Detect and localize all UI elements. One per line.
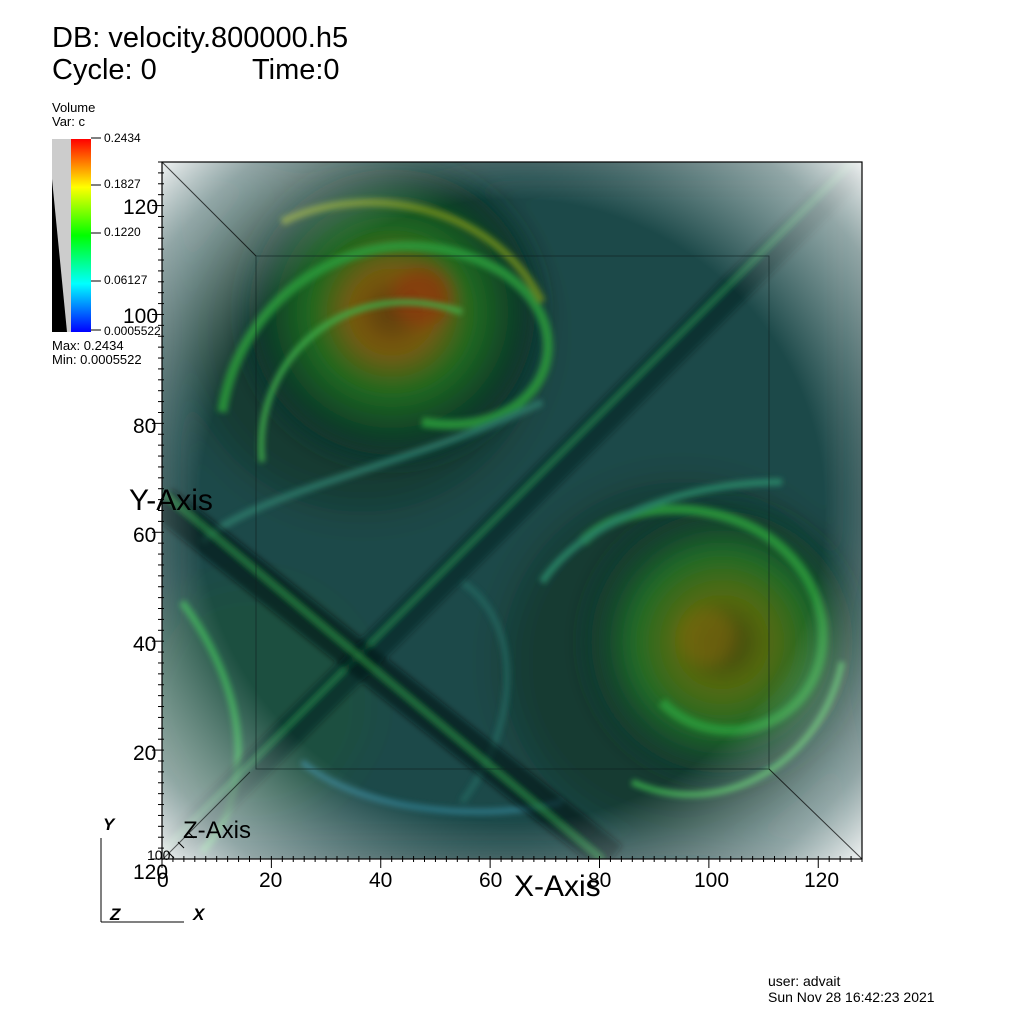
triad-x-label: X xyxy=(193,905,205,924)
legend-tick: 0.06127 xyxy=(104,273,148,287)
legend-tick: 0.1220 xyxy=(104,225,141,239)
legend-tick-marks xyxy=(91,137,101,331)
legend-plot-type: Volume xyxy=(52,100,96,115)
timestamp-label: Sun Nov 28 16:42:23 2021 xyxy=(768,989,935,1005)
y-tick-label: 60 xyxy=(133,524,157,547)
axis-triad xyxy=(100,838,184,923)
y-tick-label: 120 xyxy=(123,196,159,219)
y-tick-label: 100 xyxy=(123,305,159,328)
user-label: user: advait xyxy=(768,973,841,989)
legend-max: Max: 0.2434 xyxy=(52,338,124,353)
color-legend-bar xyxy=(71,139,91,332)
legend-variable: Var: c xyxy=(52,114,85,129)
triad-y-label: Y xyxy=(103,815,115,834)
x-axis-ticks xyxy=(161,856,863,868)
volume-render-viewport[interactable] xyxy=(162,162,862,859)
volume-render-image xyxy=(162,162,862,859)
y-axis-title: Y-Axis xyxy=(129,484,213,517)
y-axis-ticks xyxy=(152,161,164,860)
x-tick-label: 120 xyxy=(804,869,840,892)
z-axis-line xyxy=(161,771,251,861)
legend-tick-min: 0.0005522 xyxy=(104,324,161,338)
triad-z-label: Z xyxy=(110,905,121,924)
z-tick-label: 120 xyxy=(133,861,169,884)
x-tick-label: 60 xyxy=(479,869,503,892)
database-title: DB: velocity.800000.h5 xyxy=(52,22,349,54)
z-axis-title: Z-Axis xyxy=(183,817,251,844)
legend-min: Min: 0.0005522 xyxy=(52,352,142,367)
y-tick-label: 40 xyxy=(133,633,157,656)
x-tick-label: 80 xyxy=(588,869,612,892)
x-tick-label: 20 xyxy=(259,869,283,892)
y-tick-label: 20 xyxy=(133,742,157,765)
z-tick-label: 100 xyxy=(147,847,171,863)
x-tick-label: 0 xyxy=(157,869,169,892)
opacity-ramp xyxy=(52,139,71,332)
time-label: Time:0 xyxy=(252,54,340,86)
cycle-label: Cycle: 0 xyxy=(52,54,157,86)
plot-frame xyxy=(161,161,863,860)
x-tick-label: 100 xyxy=(694,869,730,892)
legend-tick-max: 0.2434 xyxy=(104,131,141,145)
x-axis-title: X-Axis xyxy=(514,870,601,903)
x-tick-label: 40 xyxy=(369,869,393,892)
y-tick-label: 80 xyxy=(133,415,157,438)
legend-tick: 0.1827 xyxy=(104,177,141,191)
